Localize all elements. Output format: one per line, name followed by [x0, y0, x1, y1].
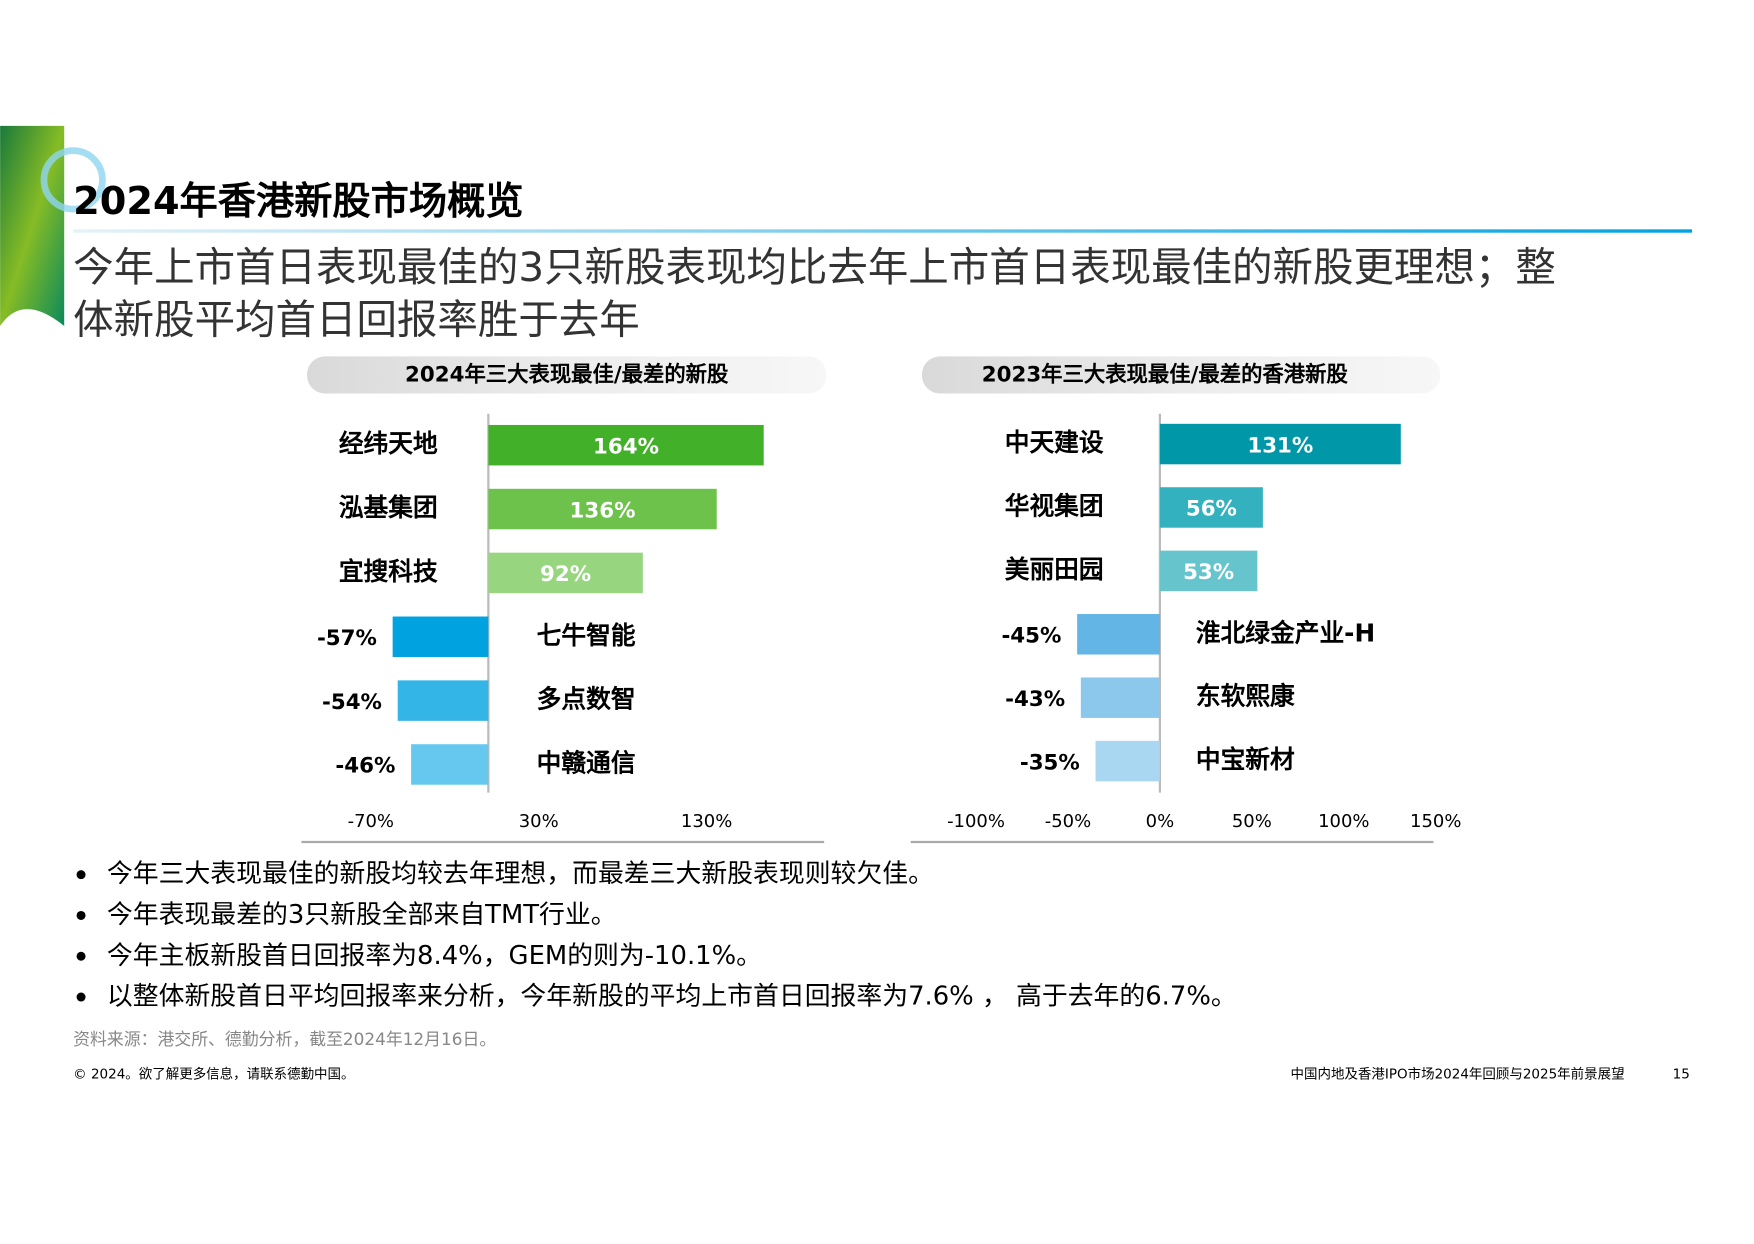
value-label: 131% [1247, 433, 1313, 458]
value-label: -57% [317, 626, 377, 651]
value-label: 164% [593, 434, 659, 459]
subtitle: 体新股平均首日回报率胜于去年 [73, 296, 640, 344]
bar [488, 488, 717, 530]
bar [1159, 423, 1401, 465]
subtitle: 今年上市首日表现最佳的3只新股表现均比去年上市首日表现最佳的新股更理想；整 [73, 243, 1556, 291]
value-label: -54% [322, 690, 382, 715]
category-label: 美丽田园 [1005, 555, 1104, 584]
category-label: 泓基集团 [339, 493, 438, 522]
category-label: 中赣通信 [537, 748, 636, 777]
bar [488, 552, 643, 594]
chart-title-bg [307, 356, 827, 394]
x-tick-label: 150% [1410, 811, 1461, 832]
x-tick-label: 0% [1146, 811, 1175, 832]
category-label: 中天建设 [1005, 428, 1104, 457]
category-label: 宜搜科技 [339, 557, 438, 586]
category-label: 七牛智能 [537, 621, 636, 650]
footer-copyright: © 2024。欲了解更多信息，请联系德勤中国。 [73, 1066, 354, 1083]
category-label: 多点数智 [537, 685, 636, 714]
chart-title: 2023年三大表现最佳/最差的香港新股 [982, 361, 1349, 387]
category-label: 淮北绿金产业-H [1196, 618, 1375, 647]
bullet-text: 以整体新股首日平均回报率来分析，今年新股的平均上市首日回报率为7.6% ， 高于… [107, 982, 1237, 1012]
page-number: 15 [1673, 1067, 1690, 1083]
bar [1080, 677, 1160, 718]
bar [1095, 740, 1160, 782]
x-tick-label: 130% [681, 811, 732, 832]
bar [392, 616, 489, 657]
decoration [40, 147, 106, 213]
bullet-text: 今年表现最差的3只新股全部来自TMT行业。 [107, 900, 617, 930]
category-label: 东软熙康 [1196, 682, 1295, 711]
bar [488, 424, 764, 466]
bullet-text: 今年三大表现最佳的新股均较去年理想，而最差三大新股表现则较欠佳。 [107, 859, 934, 889]
value-label: 53% [1183, 560, 1234, 585]
category-label: 中宝新材 [1196, 745, 1295, 774]
x-tick-label: -50% [1045, 811, 1091, 832]
footer-report: 中国内地及香港IPO市场2024年回顾与2025年前景展望 [1291, 1066, 1625, 1083]
x-tick-label: 100% [1318, 811, 1369, 832]
title-underline [73, 229, 1693, 233]
value-label: 136% [570, 498, 636, 523]
bar [1159, 487, 1263, 528]
x-tick-label: -70% [348, 811, 394, 832]
value-label: -46% [335, 754, 395, 779]
category-label: 华视集团 [1005, 491, 1104, 520]
x-tick-label: -100% [947, 811, 1005, 832]
bar [1077, 614, 1160, 655]
bullet-dot [76, 870, 86, 880]
bullet-text: 今年主板新股首日回报率为8.4%，GEM的则为-10.1%。 [107, 941, 762, 971]
bar [397, 680, 489, 721]
category-label: 经纬天地 [339, 429, 438, 458]
bullet-dot [76, 992, 86, 1002]
value-label: -45% [1001, 624, 1061, 649]
value-label: 56% [1186, 497, 1237, 522]
chart-title-bg [921, 356, 1441, 394]
page-title: 2024年香港新股市场概览 [73, 180, 523, 224]
source: 资料来源：港交所、德勤分析，截至2024年12月16日。 [73, 1029, 496, 1049]
chart-title: 2024年三大表现最佳/最差的新股 [405, 361, 729, 387]
value-label: -35% [1020, 750, 1080, 775]
bullet-dot [76, 951, 86, 961]
decoration [0, 125, 65, 327]
bar [1159, 550, 1258, 592]
bullet-dot [76, 910, 86, 920]
bar [411, 744, 489, 785]
x-tick-label: 50% [1232, 811, 1272, 832]
value-label: 92% [540, 562, 591, 587]
x-tick-label: 30% [519, 811, 559, 832]
value-label: -43% [1005, 687, 1065, 712]
